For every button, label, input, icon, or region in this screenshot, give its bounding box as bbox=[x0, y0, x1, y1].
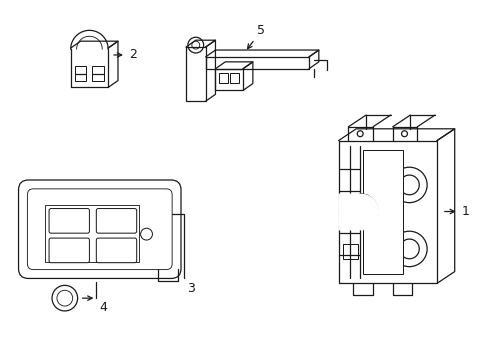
Bar bbox=[363, 150, 402, 274]
Circle shape bbox=[399, 175, 418, 195]
Bar bbox=[343, 244, 358, 259]
Circle shape bbox=[191, 41, 199, 49]
Circle shape bbox=[141, 228, 152, 240]
FancyBboxPatch shape bbox=[96, 208, 137, 233]
Bar bbox=[45, 204, 139, 262]
FancyBboxPatch shape bbox=[49, 208, 89, 233]
Bar bbox=[92, 66, 104, 81]
Text: 4: 4 bbox=[99, 301, 107, 314]
Circle shape bbox=[401, 131, 407, 137]
Circle shape bbox=[187, 37, 203, 53]
Circle shape bbox=[391, 167, 426, 203]
Circle shape bbox=[357, 131, 363, 137]
Text: 2: 2 bbox=[128, 49, 137, 62]
FancyBboxPatch shape bbox=[27, 189, 172, 270]
Circle shape bbox=[391, 231, 426, 267]
FancyBboxPatch shape bbox=[49, 238, 89, 263]
Text: 5: 5 bbox=[256, 24, 264, 37]
Circle shape bbox=[52, 285, 78, 311]
Text: 3: 3 bbox=[186, 282, 194, 296]
Bar bbox=[215, 69, 243, 90]
Circle shape bbox=[57, 290, 73, 306]
FancyBboxPatch shape bbox=[19, 180, 181, 278]
Text: 1: 1 bbox=[461, 205, 468, 218]
FancyBboxPatch shape bbox=[96, 238, 137, 263]
Circle shape bbox=[399, 239, 418, 259]
Bar bbox=[75, 66, 86, 81]
Bar bbox=[230, 73, 239, 82]
Bar bbox=[219, 73, 228, 82]
